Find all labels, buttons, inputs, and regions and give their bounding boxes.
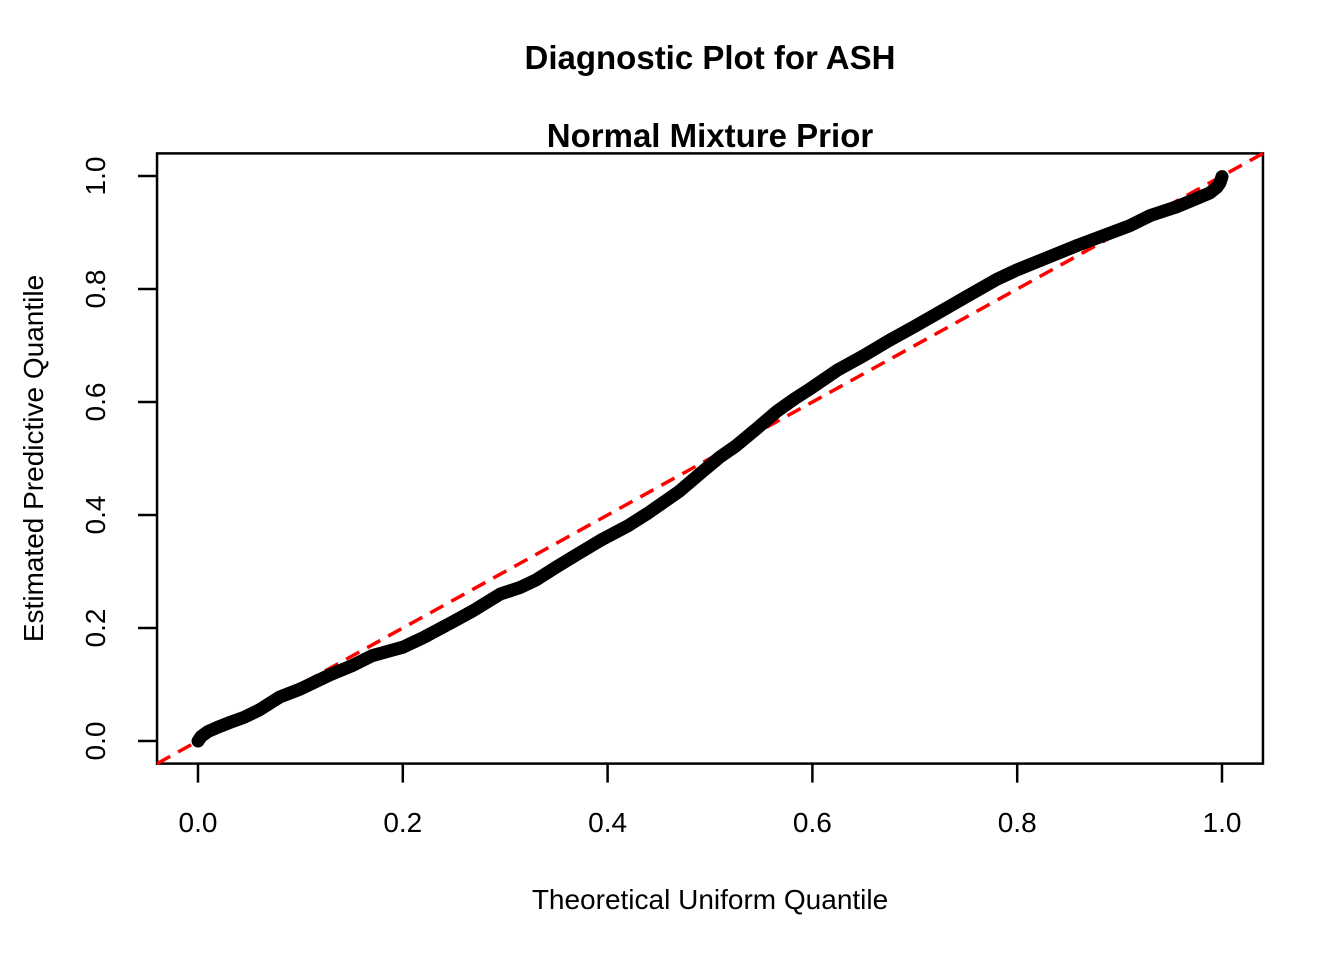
x-tick-label: 1.0 bbox=[1203, 807, 1242, 838]
y-tick-label: 0.6 bbox=[80, 383, 111, 422]
chart-title-line2: Normal Mixture Prior bbox=[546, 117, 874, 154]
plot-box bbox=[155, 152, 1265, 765]
y-tick-label: 1.0 bbox=[80, 157, 111, 196]
y-tick-label: 0.4 bbox=[80, 496, 111, 535]
chart-title: Diagnostic Plot for ASH Normal Mixture P… bbox=[157, 38, 1263, 155]
x-axis-title: Theoretical Uniform Quantile bbox=[531, 884, 889, 915]
x-tick-label: 0.6 bbox=[793, 807, 832, 838]
y-tick-label: 0.8 bbox=[80, 270, 111, 309]
x-tick-label: 0.8 bbox=[998, 807, 1037, 838]
x-tick-label: 0.4 bbox=[588, 807, 627, 838]
y-tick-label: 0.2 bbox=[80, 609, 111, 648]
y-axis-title: Estimated Predictive Quantile bbox=[18, 274, 49, 643]
chart-title-line1: Diagnostic Plot for ASH bbox=[524, 39, 896, 76]
x-tick-label: 0.2 bbox=[383, 807, 422, 838]
x-tick-label: 0.0 bbox=[179, 807, 218, 838]
quantile-curve bbox=[191, 170, 1229, 748]
y-tick-label: 0.0 bbox=[80, 722, 111, 761]
